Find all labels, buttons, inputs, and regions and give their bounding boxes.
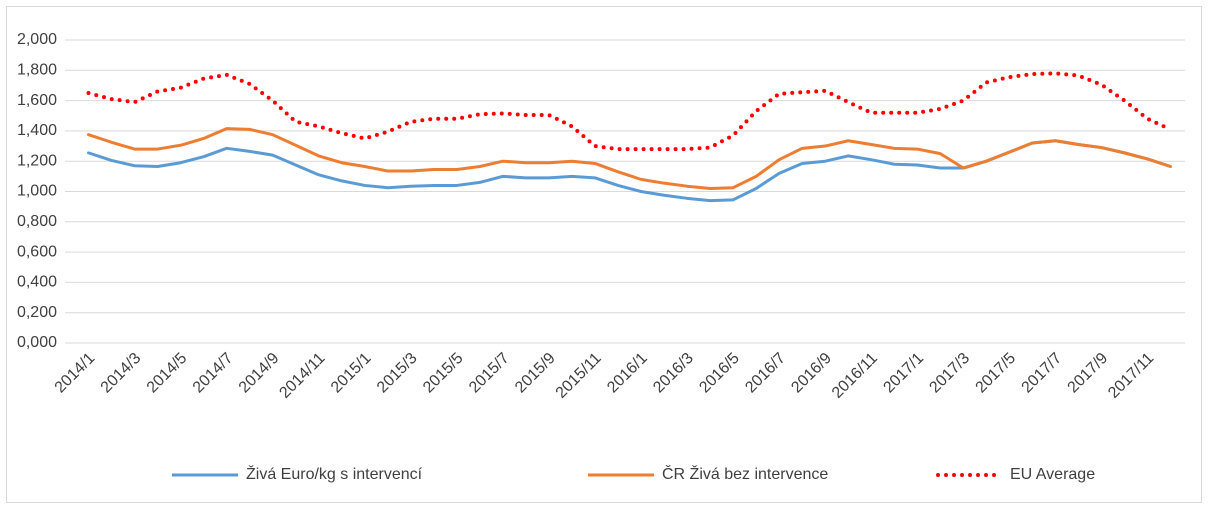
y-tick-label: 1,600 (17, 92, 57, 109)
series-line (86, 71, 1173, 152)
y-tick-label: 1,000 (17, 183, 57, 200)
y-tick-label: 2,000 (17, 31, 57, 48)
chart-border (6, 6, 1202, 503)
legend-label: ČR Živá bez intervence (662, 464, 828, 483)
y-tick-label: 1,400 (17, 122, 57, 139)
y-tick-label: 1,200 (17, 152, 57, 169)
y-tick-label: 0,200 (17, 304, 57, 321)
series-line (87, 127, 1172, 190)
y-tick-label: 0,400 (17, 274, 57, 291)
y-tick-label: 1,800 (17, 62, 57, 79)
y-tick-label: 0,600 (17, 243, 57, 260)
legend-label: Živá Euro/kg s intervencí (246, 464, 423, 483)
legend-label: EU Average (1010, 466, 1095, 483)
y-tick-label: 0,000 (17, 334, 57, 351)
y-tick-label: 0,800 (17, 213, 57, 230)
